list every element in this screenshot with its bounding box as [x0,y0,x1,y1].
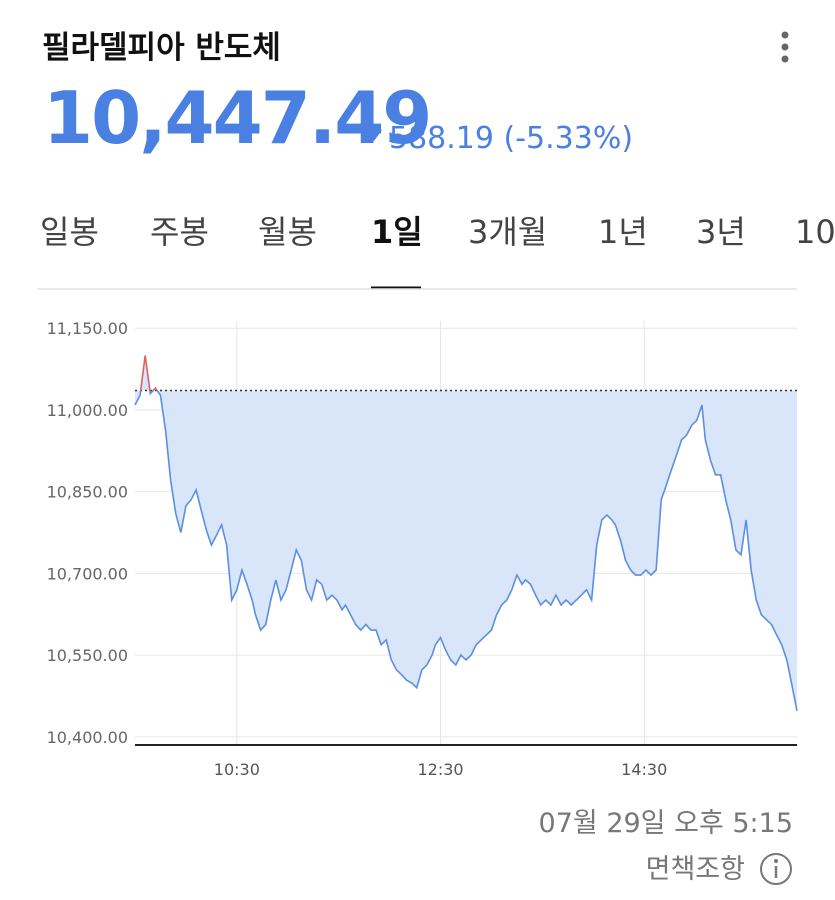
area [135,355,797,711]
dot [781,43,789,51]
dot [781,31,789,39]
tab[interactable]: 3개월 [468,213,547,251]
x-tick-label: 10:30 [214,760,260,779]
info-dot [774,859,778,863]
info-circle [760,853,792,885]
chart: 10,400.00 10,550.00 10,700.00 10,850.00 11,0… [47,319,798,779]
dot [781,55,789,63]
y-tick-label: 11,150.00 [47,319,128,338]
tab[interactable]: 월봉 [258,213,317,251]
tab[interactable]: 10년 [795,213,835,251]
disclaimer[interactable]: 면책조항 [646,854,745,885]
price-line [134,390,798,712]
timestamp: 07월 29일 오후 5:15 [539,808,793,839]
title: 필라델피아 반도체 [42,30,281,66]
tab[interactable]: 주봉 [150,213,209,251]
down-arrow [366,130,382,141]
more-menu[interactable] [781,31,789,63]
tab[interactable]: 1년 [598,213,648,251]
tab[interactable]: 3년 [696,213,746,251]
y-tick-label: 10,550.00 [47,646,128,665]
y-tick-label: 11,000.00 [47,401,128,420]
x-tick-label: 12:30 [417,760,463,779]
info-icon[interactable] [760,853,792,885]
y-tick-label: 10,850.00 [47,483,128,502]
price: 10,447.49 [43,76,430,160]
y-tick-label: 10,400.00 [47,728,128,747]
tab[interactable]: 1일 [371,213,423,251]
y-tick-label: 10,700.00 [47,564,128,583]
tab[interactable]: 일봉 [40,213,99,251]
change: 588.19 (-5.33%) [389,121,633,156]
tab-bar: 일봉 주봉 월봉 1일 3개월 1년 3년 10년 [40,213,835,290]
x-tick-label: 14:30 [621,760,667,779]
